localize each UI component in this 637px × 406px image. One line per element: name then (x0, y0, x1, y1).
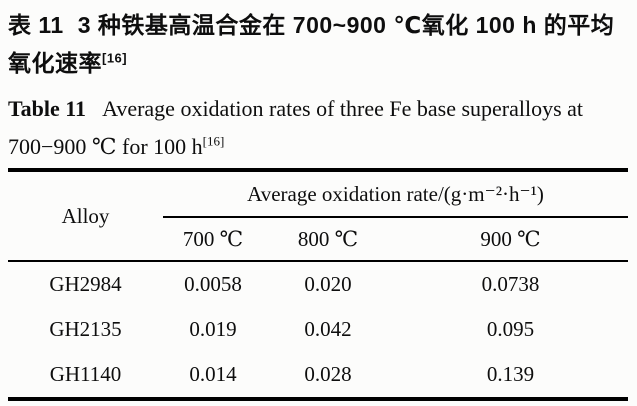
alloy-cell: GH2135 (49, 317, 122, 341)
alloy-cell: GH1140 (49, 362, 122, 386)
value-cell: 0.0738 (481, 272, 540, 296)
table-caption-zh: 表 11 3 种铁基高温合金在 700~900 ℃氧化 100 h 的平均氧化速率… (8, 6, 629, 82)
column-header-alloy: Alloy (8, 170, 163, 262)
value-cell: 0.042 (304, 317, 352, 341)
table-caption-en: Table 11 Average oxidation rates of three… (8, 90, 629, 166)
table-row-gh2135: GH2135 0.019 0.042 0.095 (8, 307, 628, 352)
table-caption-en-text: Average oxidation rates of three Fe base… (8, 96, 584, 159)
citation-ref-en: [16] (202, 133, 225, 149)
table-caption-zh-text: 3 种铁基高温合金在 700~900 ℃氧化 100 h 的平均氧化速率 (8, 12, 615, 76)
value-cell: 0.020 (304, 272, 352, 296)
table-row-gh2984: GH2984 0.0058 0.020 0.0738 (8, 261, 628, 307)
value-cell: 0.014 (189, 362, 237, 386)
value-cell: 0.139 (486, 362, 535, 386)
table-caption-zh-number: 表 11 (8, 12, 64, 38)
value-cell: 0.0058 (184, 272, 242, 296)
value-cell: 0.028 (304, 362, 352, 386)
sub-header-row: 700 ℃ 800 ℃ 900 ℃ (8, 217, 628, 262)
group-header-row: Alloy Average oxidation rate/(g·m⁻²·h⁻¹) (8, 170, 628, 262)
value-cell: 0.019 (189, 317, 237, 341)
citation-ref-zh: [16] (102, 50, 128, 66)
oxidation-rate-table: Alloy Average oxidation rate/(g·m⁻²·h⁻¹)… (8, 168, 628, 401)
column-header-800c: 800 ℃ (263, 217, 393, 262)
alloy-cell: GH2984 (49, 272, 122, 296)
value-cell: 0.095 (486, 317, 535, 341)
column-header-700c: 700 ℃ (163, 217, 263, 262)
column-group-header-oxidation-rate: Average oxidation rate/(g·m⁻²·h⁻¹) (163, 170, 628, 218)
column-header-900c: 900 ℃ (393, 217, 628, 262)
table-row-gh1140: GH1140 0.014 0.028 0.139 (8, 352, 628, 399)
table-caption-en-number: Table 11 (8, 96, 87, 121)
